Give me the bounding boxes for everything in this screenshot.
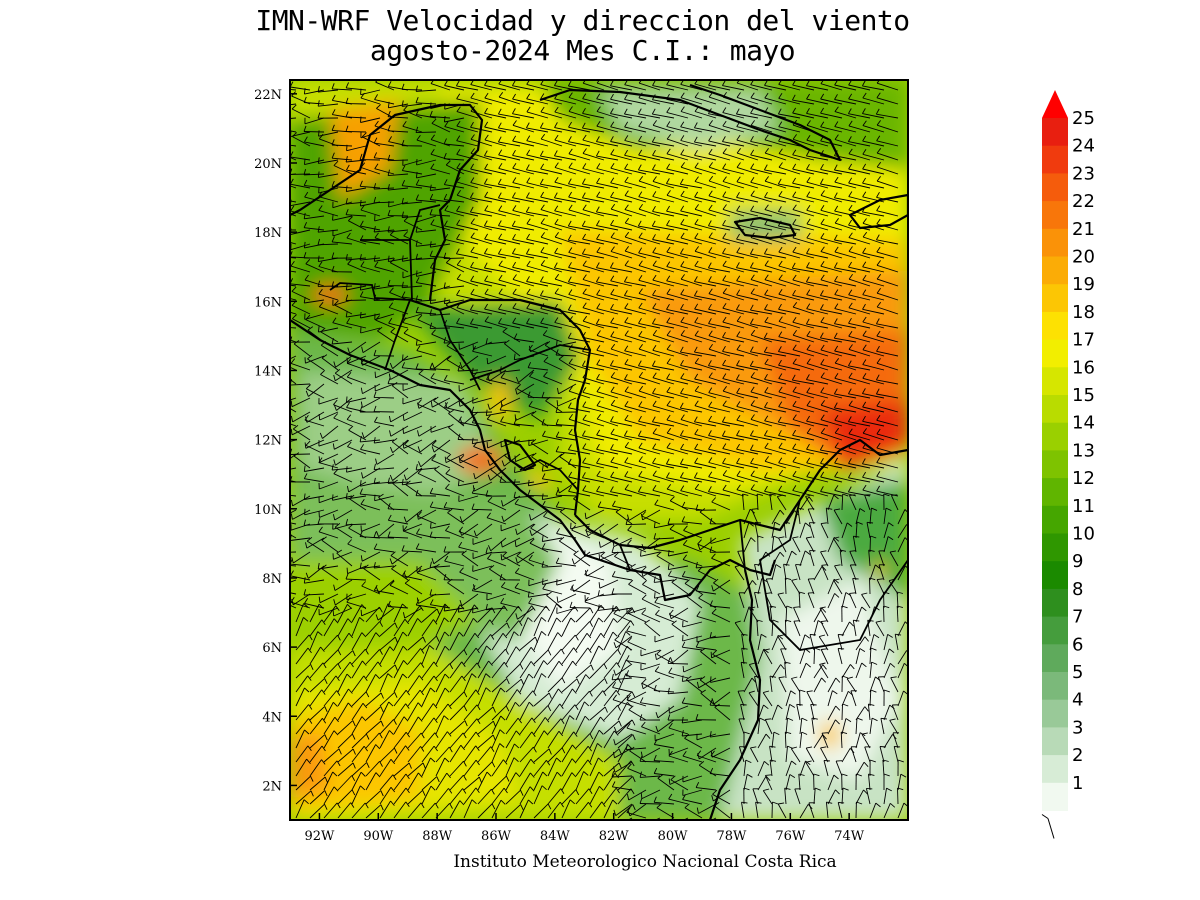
colorbar-label: 10: [1072, 524, 1095, 545]
colorbar-swatch: [1042, 118, 1068, 147]
colorbar-label: 15: [1072, 385, 1095, 406]
lon-tick-label: 80W: [658, 829, 689, 844]
longitude-axis: 92W 90W 88W 86W 84W 82W 80W 78W 76W 74W: [304, 813, 865, 844]
colorbar-label: 12: [1072, 468, 1095, 489]
lat-tick-label: 4N: [262, 710, 282, 725]
colorbar: 2524232221201918171615141312111098765432…: [1041, 90, 1095, 839]
colorbar-swatch: [1042, 450, 1068, 479]
lon-tick-label: 74W: [834, 829, 865, 844]
colorbar-label: 2: [1072, 745, 1083, 766]
coastlines: [290, 83, 908, 820]
colorbar-label: 16: [1072, 357, 1095, 378]
lon-tick-label: 78W: [716, 829, 747, 844]
colorbar-label: 18: [1072, 302, 1095, 323]
lat-tick-label: 10N: [254, 503, 282, 518]
colorbar-swatch: [1042, 284, 1068, 313]
lat-tick-label: 6N: [262, 641, 282, 656]
lon-tick-label: 76W: [775, 829, 806, 844]
colorbar-label: 7: [1072, 607, 1083, 628]
colorbar-swatch: [1042, 533, 1068, 562]
colorbar-label: 4: [1072, 690, 1083, 711]
colorbar-swatch: [1042, 173, 1068, 202]
credit-text: Instituto Meteorologico Nacional Costa R…: [453, 852, 837, 872]
colorbar-swatch: [1042, 505, 1068, 534]
latitude-axis: 22N 20N 18N 16N 14N 12N 10N 8N 6N 4N 2N: [254, 88, 297, 794]
colorbar-swatch: [1042, 395, 1068, 424]
colorbar-label: 11: [1072, 496, 1095, 517]
colorbar-swatch: [1042, 201, 1068, 230]
colorbar-swatch: [1042, 422, 1068, 451]
lat-tick-label: 8N: [262, 572, 282, 587]
colorbar-label: 3: [1072, 717, 1083, 738]
lat-tick-label: 20N: [254, 157, 282, 172]
colorbar-swatch: [1042, 367, 1068, 396]
colorbar-label: 25: [1072, 108, 1095, 129]
colorbar-swatch: [1042, 339, 1068, 368]
colorbar-label: 9: [1072, 551, 1083, 572]
colorbar-label: 1: [1072, 773, 1083, 794]
colorbar-label: 13: [1072, 440, 1095, 461]
colorbar-label: 6: [1072, 634, 1083, 655]
colorbar-swatch: [1042, 727, 1068, 756]
lat-tick-label: 2N: [262, 779, 282, 794]
wind-speed-field: [290, 80, 908, 820]
country-borders: [329, 204, 908, 651]
colorbar-label: 22: [1072, 191, 1095, 212]
colorbar-label: 17: [1072, 330, 1095, 351]
lon-tick-label: 90W: [363, 829, 394, 844]
colorbar-label: 20: [1072, 247, 1095, 268]
colorbar-swatch: [1042, 256, 1068, 285]
colorbar-swatch: [1042, 478, 1068, 507]
lat-tick-label: 22N: [254, 88, 282, 103]
lon-tick-label: 92W: [304, 829, 335, 844]
chart-title-line-2: agosto-2024 Mes C.I.: mayo: [369, 34, 796, 67]
colorbar-swatch: [1042, 755, 1068, 784]
colorbar-swatch: [1042, 228, 1068, 257]
colorbar-label: 23: [1072, 163, 1095, 184]
colorbar-swatch: [1042, 616, 1068, 645]
chart-title-line-1: IMN-WRF Velocidad y direccion del viento: [255, 4, 910, 37]
colorbar-label: 5: [1072, 662, 1083, 683]
lon-tick-label: 82W: [599, 829, 630, 844]
colorbar-swatch: [1042, 561, 1068, 590]
colorbar-swatch: [1042, 699, 1068, 728]
colorbar-swatch: [1042, 644, 1068, 673]
wind-barbs: [290, 80, 908, 820]
colorbar-swatch: [1042, 311, 1068, 341]
colorbar-label: 14: [1072, 413, 1095, 434]
lat-tick-label: 18N: [254, 226, 282, 241]
colorbar-label: 8: [1072, 579, 1083, 600]
lat-tick-label: 12N: [254, 434, 282, 449]
colorbar-swatch: [1042, 782, 1068, 811]
colorbar-swatch: [1042, 672, 1068, 701]
lat-tick-label: 16N: [254, 295, 282, 310]
lon-tick-label: 86W: [481, 829, 512, 844]
lon-tick-label: 84W: [540, 829, 571, 844]
colorbar-label: 21: [1072, 219, 1095, 240]
colorbar-arrow: [1042, 90, 1068, 118]
colorbar-swatch: [1042, 588, 1068, 618]
colorbar-swatch: [1042, 145, 1068, 174]
lon-tick-label: 88W: [422, 829, 453, 844]
lat-tick-label: 14N: [254, 364, 282, 379]
colorbar-label: 24: [1072, 136, 1095, 157]
legend-barb: [1041, 814, 1055, 839]
map-frame: [289, 79, 909, 821]
colorbar-label: 19: [1072, 274, 1095, 295]
